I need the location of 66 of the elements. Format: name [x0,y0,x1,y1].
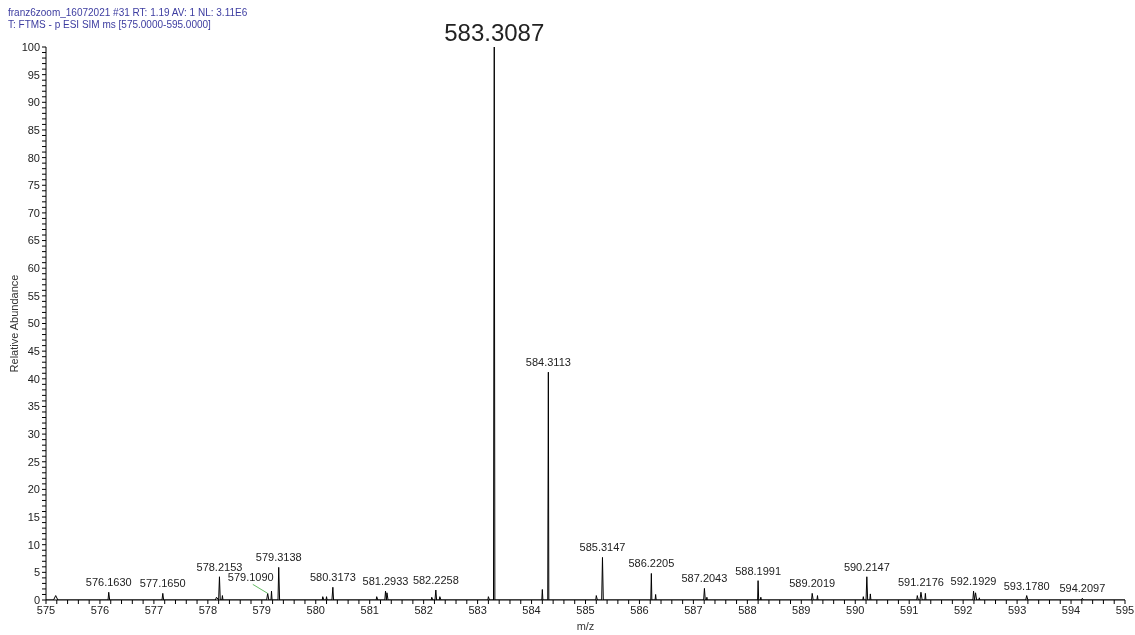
chart-subtitle: T: FTMS - p ESI SIM ms [575.0000-595.0000] [8,19,212,31]
y-tick-label: 40 [27,372,40,385]
y-tick-label: 65 [27,234,40,247]
x-tick-label: 578 [198,603,218,616]
annotation: 585.3147 [579,541,626,554]
y-tick-label: 100 [21,40,40,53]
y-tick-label: 25 [27,455,40,468]
x-tick-label: 582 [414,603,433,616]
y-axis-title: Relative Abundance [8,274,20,373]
x-tick-label: 579 [252,603,271,616]
x-tick-label: 576 [90,603,110,616]
annotation: 576.1630 [85,576,132,589]
x-tick-label: 577 [144,603,164,616]
chart-title: franz6zoom_16072021 #31 RT: 1.19 AV: 1 NL: 3.11E6 [8,7,248,19]
y-tick-label: 50 [27,317,40,330]
annotation: 594.2097 [1059,582,1106,595]
x-tick-label: 595 [1115,603,1135,616]
y-tick-label: 35 [27,400,40,413]
annotation: 592.1929 [950,575,997,588]
y-tick-label: 85 [27,123,40,136]
x-tick-label: 586 [630,603,649,616]
annotation: 577.1650 [139,577,186,590]
y-tick-label: 55 [27,289,40,302]
x-tick-label: 592 [953,603,973,616]
x-tick-label: 591 [900,603,919,616]
x-tick-label: 589 [792,603,811,616]
annotation: 581.2933 [362,575,409,588]
y-tick-label: 30 [27,428,40,441]
x-tick-label: 585 [576,603,595,616]
y-tick-label: 95 [27,68,40,81]
x-axis-title: m/z [576,620,595,632]
annotation: 593.1780 [1003,579,1050,592]
y-tick-label: 70 [27,206,40,219]
y-tick-label: 60 [27,262,40,275]
annotation: 578.2153 [196,560,243,573]
annotation: 582.2258 [412,574,459,587]
annotation: 591.2176 [897,576,944,589]
x-tick-label: 593 [1007,603,1027,616]
x-tick-label: 581 [360,603,379,616]
x-tick-label: 594 [1061,603,1081,616]
annotation: 584.3113 [525,356,571,369]
x-tick-label: 588 [738,603,757,616]
annotation: 588.1991 [735,564,782,577]
x-tick-label: 584 [522,603,541,616]
annotation: 590.2147 [843,560,890,573]
y-tick-label: 10 [27,538,40,551]
x-tick-label: 583 [468,603,487,616]
y-tick-label: 5 [33,566,40,579]
y-tick-label: 20 [27,483,40,496]
x-tick-label: 580 [306,603,325,616]
y-tick-label: 45 [27,345,40,358]
y-tick-label: 75 [27,179,40,192]
x-tick-label: 575 [36,603,56,616]
annotation: 589.2019 [789,577,836,590]
annotation: 579.1090 [227,571,274,584]
y-tick-label: 0 [33,593,40,606]
annotation: 587.2043 [681,572,728,585]
annotation: 583.3087 [444,19,545,46]
x-tick-label: 590 [846,603,865,616]
y-tick-label: 80 [27,151,40,164]
y-tick-label: 15 [27,510,40,523]
annotation: 580.3173 [309,571,356,584]
y-tick-label: 90 [27,96,40,109]
annotation: 579.3138 [255,551,302,564]
x-tick-label: 587 [684,603,703,616]
annotation: 586.2205 [628,557,675,570]
